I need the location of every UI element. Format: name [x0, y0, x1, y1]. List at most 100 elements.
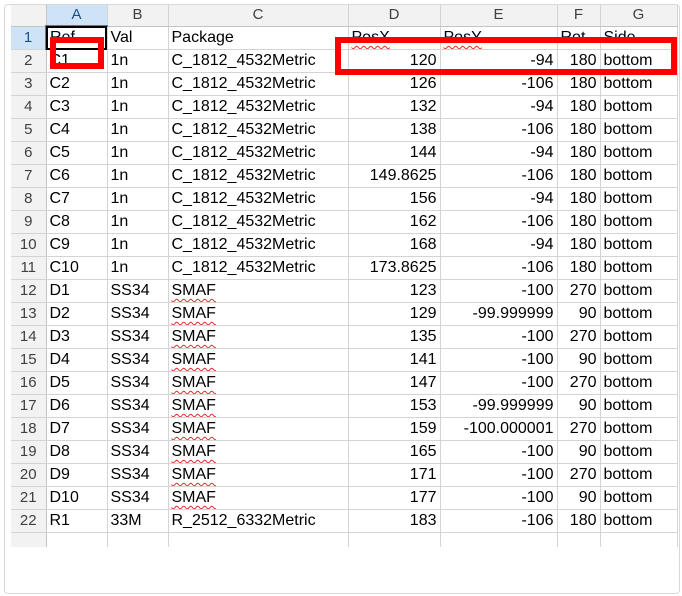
cell-d[interactable]: 168	[348, 233, 441, 257]
row-header[interactable]: 16	[11, 371, 47, 395]
cell-b[interactable]: 1n	[107, 256, 169, 280]
cell-c[interactable]: C_1812_4532Metric	[168, 256, 349, 280]
cell-d[interactable]: 173.8625	[348, 256, 441, 280]
cell-empty[interactable]	[440, 532, 558, 547]
cell-e[interactable]: -99.999999	[440, 394, 558, 418]
cell-f[interactable]: 180	[557, 141, 601, 165]
cell-e[interactable]: -100	[440, 325, 558, 349]
cell-g[interactable]: bottom	[600, 72, 678, 96]
cell-d[interactable]: 153	[348, 394, 441, 418]
cell-e[interactable]: -94	[440, 233, 558, 257]
cell-c[interactable]: C_1812_4532Metric	[168, 72, 349, 96]
column-header-d[interactable]: D	[348, 5, 441, 27]
cell-b[interactable]: 1n	[107, 141, 169, 165]
row-header[interactable]: 6	[11, 141, 47, 165]
cell-b[interactable]: 1n	[107, 233, 169, 257]
cell-e[interactable]: -100	[440, 440, 558, 464]
cell-e[interactable]: -106	[440, 509, 558, 533]
cell-f[interactable]: 270	[557, 417, 601, 441]
column-header-g[interactable]: G	[600, 5, 678, 27]
cell-g[interactable]: bottom	[600, 440, 678, 464]
cell-e[interactable]: -106	[440, 256, 558, 280]
cell-b[interactable]: SS34	[107, 394, 169, 418]
cell-e[interactable]: -94	[440, 187, 558, 211]
cell-b[interactable]: 1n	[107, 210, 169, 234]
cell-g[interactable]: bottom	[600, 187, 678, 211]
cell-c[interactable]: SMAF	[168, 279, 349, 303]
cell-empty[interactable]	[600, 532, 678, 547]
row-header[interactable]: 2	[11, 49, 47, 73]
cell-e[interactable]: -106	[440, 164, 558, 188]
cell-d[interactable]: 147	[348, 371, 441, 395]
cell-empty[interactable]	[557, 532, 601, 547]
cell-b[interactable]: 1n	[107, 118, 169, 142]
cell-a[interactable]: D3	[46, 325, 108, 349]
cell-b[interactable]: 1n	[107, 72, 169, 96]
cell-d[interactable]: PosX	[348, 26, 441, 50]
cell-b[interactable]: 1n	[107, 164, 169, 188]
cell-e[interactable]: -100	[440, 463, 558, 487]
cell-g[interactable]: bottom	[600, 371, 678, 395]
cell-b[interactable]: SS34	[107, 463, 169, 487]
cell-c[interactable]: C_1812_4532Metric	[168, 49, 349, 73]
cell-a[interactable]: C2	[46, 72, 108, 96]
cell-e[interactable]: -106	[440, 210, 558, 234]
row-header[interactable]: 18	[11, 417, 47, 441]
cell-g[interactable]: bottom	[600, 486, 678, 510]
cell-f[interactable]: 180	[557, 210, 601, 234]
cell-f[interactable]: 180	[557, 509, 601, 533]
cell-e[interactable]: -100.000001	[440, 417, 558, 441]
cell-b[interactable]: SS34	[107, 325, 169, 349]
cell-a[interactable]: D1	[46, 279, 108, 303]
cell-e[interactable]: -100	[440, 279, 558, 303]
cell-g[interactable]: bottom	[600, 210, 678, 234]
cell-e[interactable]: -100	[440, 348, 558, 372]
cell-b[interactable]: 33M	[107, 509, 169, 533]
cell-f[interactable]: 180	[557, 49, 601, 73]
row-header[interactable]: 20	[11, 463, 47, 487]
cell-b[interactable]: SS34	[107, 348, 169, 372]
row-header[interactable]: 8	[11, 187, 47, 211]
cell-d[interactable]: 159	[348, 417, 441, 441]
cell-a[interactable]: C10	[46, 256, 108, 280]
cell-f[interactable]: 90	[557, 348, 601, 372]
cell-g[interactable]: bottom	[600, 509, 678, 533]
cell-g[interactable]: Side	[600, 26, 678, 50]
row-header[interactable]: 5	[11, 118, 47, 142]
cell-f[interactable]: 90	[557, 302, 601, 326]
cell-d[interactable]: 129	[348, 302, 441, 326]
cell-f[interactable]: 180	[557, 95, 601, 119]
cell-f[interactable]: 270	[557, 325, 601, 349]
cell-empty[interactable]	[168, 532, 349, 547]
cell-g[interactable]: bottom	[600, 49, 678, 73]
cell-g[interactable]: bottom	[600, 118, 678, 142]
row-header[interactable]: 10	[11, 233, 47, 257]
cell-f[interactable]: 270	[557, 371, 601, 395]
cell-b[interactable]: 1n	[107, 187, 169, 211]
column-header-a[interactable]: A	[46, 5, 108, 27]
cell-f[interactable]: 270	[557, 279, 601, 303]
cell-f[interactable]: 90	[557, 394, 601, 418]
cell-e[interactable]: -100	[440, 486, 558, 510]
cell-f[interactable]: Rot	[557, 26, 601, 50]
row-header[interactable]: 14	[11, 325, 47, 349]
cell-e[interactable]: -100	[440, 371, 558, 395]
cell-c[interactable]: R_2512_6332Metric	[168, 509, 349, 533]
column-header-c[interactable]: C	[168, 5, 349, 27]
row-header[interactable]: 15	[11, 348, 47, 372]
cell-d[interactable]: 144	[348, 141, 441, 165]
cell-a[interactable]: C8	[46, 210, 108, 234]
cell-c[interactable]: SMAF	[168, 325, 349, 349]
cell-c[interactable]: C_1812_4532Metric	[168, 210, 349, 234]
cell-a[interactable]: C7	[46, 187, 108, 211]
cell-g[interactable]: bottom	[600, 302, 678, 326]
cell-f[interactable]: 180	[557, 72, 601, 96]
cell-f[interactable]: 180	[557, 118, 601, 142]
cell-a[interactable]: Ref	[46, 26, 108, 50]
cell-empty[interactable]	[348, 532, 441, 547]
cell-d[interactable]: 183	[348, 509, 441, 533]
cell-d[interactable]: 126	[348, 72, 441, 96]
cell-d[interactable]: 177	[348, 486, 441, 510]
cell-e[interactable]: -99.999999	[440, 302, 558, 326]
row-header[interactable]: 22	[11, 509, 47, 533]
